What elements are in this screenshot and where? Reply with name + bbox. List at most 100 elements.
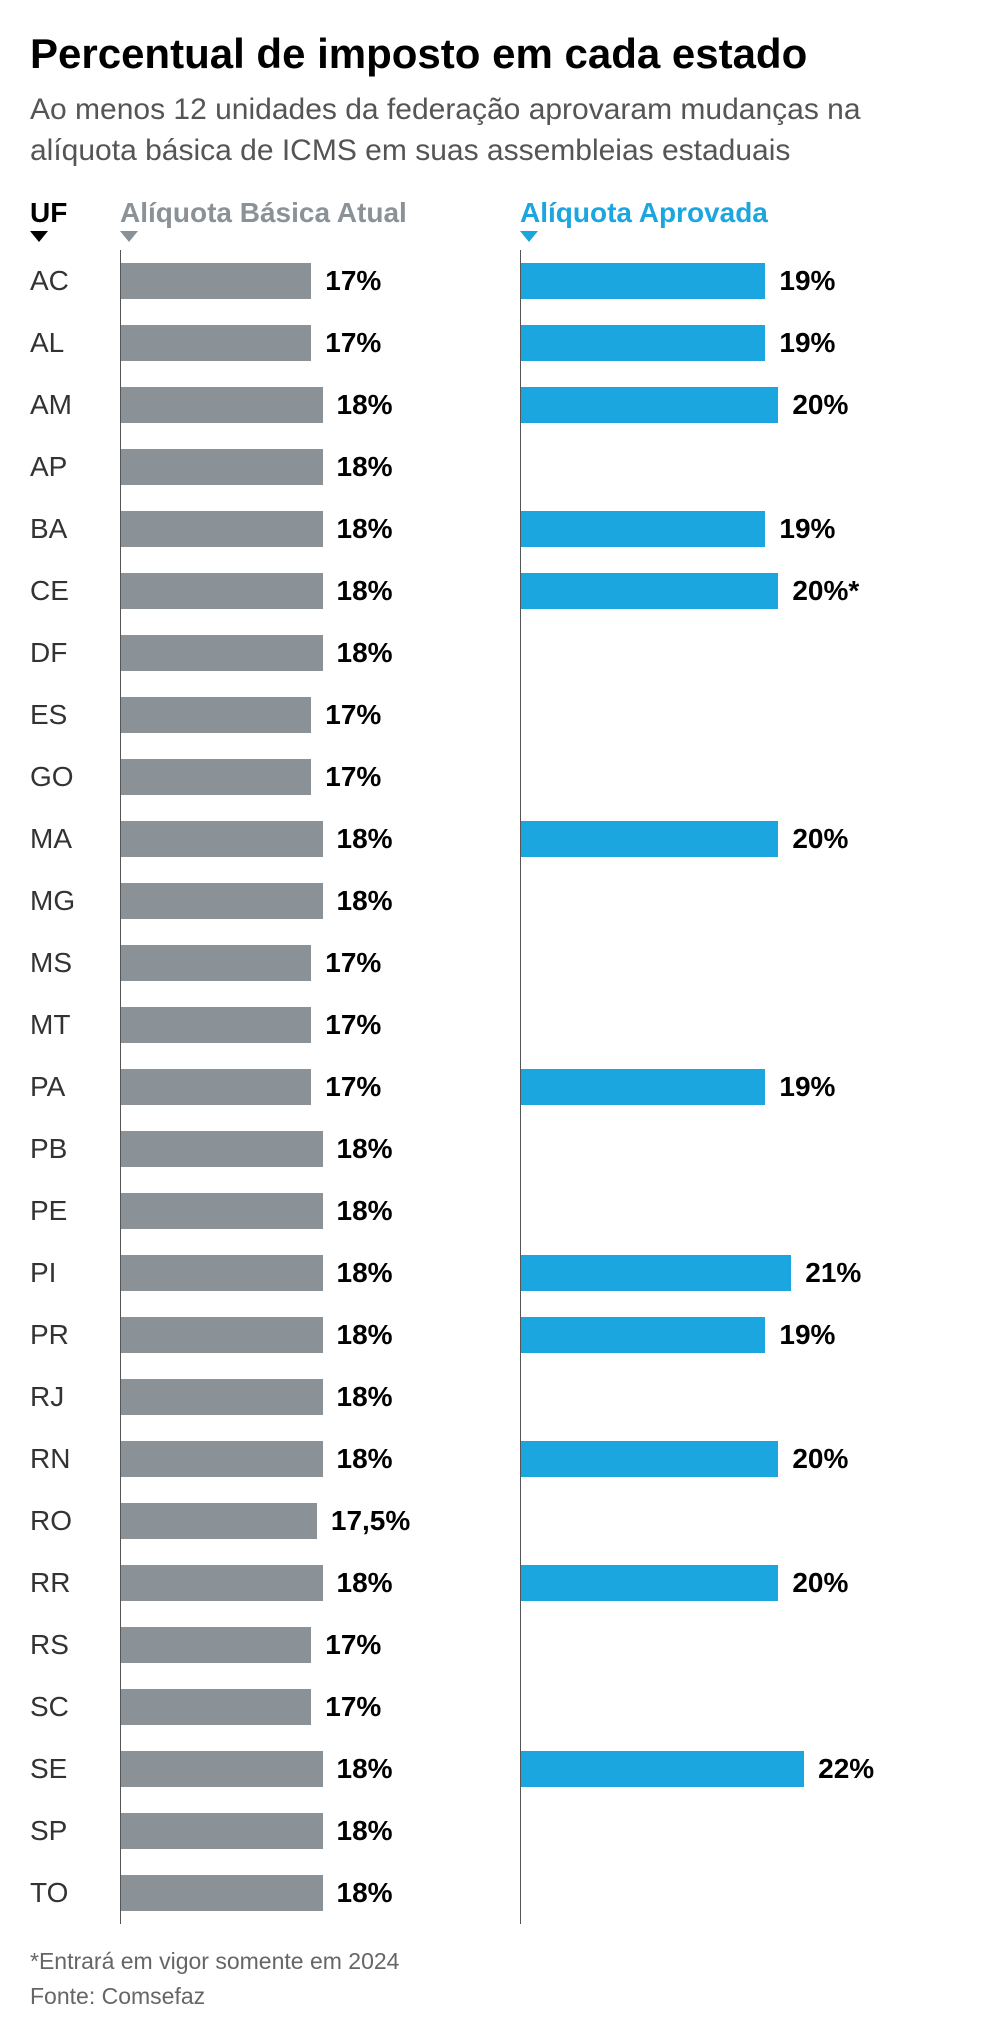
bar-approved xyxy=(520,1751,804,1787)
bar-current-col: 18% xyxy=(120,1131,520,1167)
bar-current-col: 18% xyxy=(120,1441,520,1477)
uf-cell: AL xyxy=(30,327,120,359)
bar-current xyxy=(120,1441,323,1477)
chevron-down-icon xyxy=(120,231,138,242)
bar-approved-col: 20% xyxy=(520,1565,950,1601)
bar-current xyxy=(120,945,311,981)
table-row: PE18% xyxy=(30,1180,954,1242)
bar-current-col: 18% xyxy=(120,1379,520,1415)
uf-cell: PR xyxy=(30,1319,120,1351)
legend-approved[interactable]: Alíquota Aprovada xyxy=(520,197,950,242)
table-row: DF 18% xyxy=(30,622,954,684)
value-approved: 21% xyxy=(805,1257,861,1289)
uf-cell: MG xyxy=(30,885,120,917)
table-row: RO17,5% xyxy=(30,1490,954,1552)
bar-approved xyxy=(520,387,778,423)
bar-approved xyxy=(520,573,778,609)
table-row: RN18%20% xyxy=(30,1428,954,1490)
table-row: SP18% xyxy=(30,1800,954,1862)
uf-cell: SC xyxy=(30,1691,120,1723)
value-current: 17% xyxy=(325,327,381,359)
bar-current-col: 18% xyxy=(120,1875,520,1911)
bar-current-col: 18% xyxy=(120,883,520,919)
value-current: 18% xyxy=(337,575,393,607)
bar-current xyxy=(120,325,311,361)
bar-current xyxy=(120,635,323,671)
bar-current-col: 17% xyxy=(120,325,520,361)
bar-approved xyxy=(520,1069,765,1105)
bar-current xyxy=(120,1193,323,1229)
axis-full xyxy=(120,250,121,1924)
bar-approved-col: 19% xyxy=(520,325,950,361)
bar-current-col: 17% xyxy=(120,759,520,795)
bar-current-col: 18% xyxy=(120,387,520,423)
value-approved: 20%* xyxy=(792,575,859,607)
uf-cell: BA xyxy=(30,513,120,545)
value-current: 18% xyxy=(337,823,393,855)
table-row: MG18% xyxy=(30,870,954,932)
bar-current-col: 17% xyxy=(120,1069,520,1105)
uf-cell: PA xyxy=(30,1071,120,1103)
uf-cell: MA xyxy=(30,823,120,855)
uf-cell: RN xyxy=(30,1443,120,1475)
bar-approved xyxy=(520,325,765,361)
uf-cell: AP xyxy=(30,451,120,483)
bar-approved-col: 22% xyxy=(520,1751,950,1787)
value-current: 18% xyxy=(337,1195,393,1227)
bar-current xyxy=(120,1069,311,1105)
chart-title: Percentual de imposto em cada estado xyxy=(30,30,954,78)
value-current: 18% xyxy=(337,1567,393,1599)
table-row: MT17% xyxy=(30,994,954,1056)
table-row: MA 18% 20% xyxy=(30,808,954,870)
table-row: RR 18% 20% xyxy=(30,1552,954,1614)
legend-current[interactable]: Alíquota Básica Atual xyxy=(120,197,520,242)
legend-row: UF Alíquota Básica Atual Alíquota Aprova… xyxy=(30,197,954,242)
table-row: PR18%19% xyxy=(30,1304,954,1366)
bar-current xyxy=(120,1751,323,1787)
bar-approved-col: 20% xyxy=(520,821,950,857)
table-row: PI18%21% xyxy=(30,1242,954,1304)
value-approved: 19% xyxy=(779,265,835,297)
bar-current xyxy=(120,1317,323,1353)
bar-current xyxy=(120,573,323,609)
chevron-down-icon xyxy=(30,231,48,242)
bar-current-col: 18% xyxy=(120,635,520,671)
uf-cell: DF xyxy=(30,637,120,669)
axis-full xyxy=(520,250,521,1924)
value-current: 18% xyxy=(337,389,393,421)
uf-cell: MT xyxy=(30,1009,120,1041)
value-current: 18% xyxy=(337,637,393,669)
bar-approved xyxy=(520,1255,791,1291)
bar-approved-col: 20%* xyxy=(520,573,950,609)
value-approved: 19% xyxy=(779,1319,835,1351)
value-current: 18% xyxy=(337,1443,393,1475)
uf-cell: RR xyxy=(30,1567,120,1599)
value-current: 17% xyxy=(325,761,381,793)
bar-approved xyxy=(520,263,765,299)
bar-current xyxy=(120,759,311,795)
uf-cell: AM xyxy=(30,389,120,421)
value-current: 17% xyxy=(325,1691,381,1723)
bar-current xyxy=(120,1255,323,1291)
table-row: PB18% xyxy=(30,1118,954,1180)
bar-current-col: 18% xyxy=(120,1751,520,1787)
bar-approved-col: 19% xyxy=(520,1069,950,1105)
chart-body: AC17%19%AL17%19%AM18%20%AP18%BA18%19%CE1… xyxy=(30,250,954,1924)
value-approved: 20% xyxy=(792,389,848,421)
bar-current xyxy=(120,263,311,299)
bar-current-col: 18% xyxy=(120,1193,520,1229)
table-row: PA17%19% xyxy=(30,1056,954,1118)
uf-cell: AC xyxy=(30,265,120,297)
uf-cell: PB xyxy=(30,1133,120,1165)
legend-uf[interactable]: UF xyxy=(30,197,120,242)
uf-cell: PI xyxy=(30,1257,120,1289)
table-row: TO18% xyxy=(30,1862,954,1924)
value-current: 18% xyxy=(337,451,393,483)
bar-approved-col: 21% xyxy=(520,1255,950,1291)
bar-current-col: 18% xyxy=(120,449,520,485)
value-current: 17% xyxy=(325,1629,381,1661)
bar-current xyxy=(120,1627,311,1663)
value-current: 18% xyxy=(337,513,393,545)
table-row: SE18%22% xyxy=(30,1738,954,1800)
table-row: AM 18% 20% xyxy=(30,374,954,436)
